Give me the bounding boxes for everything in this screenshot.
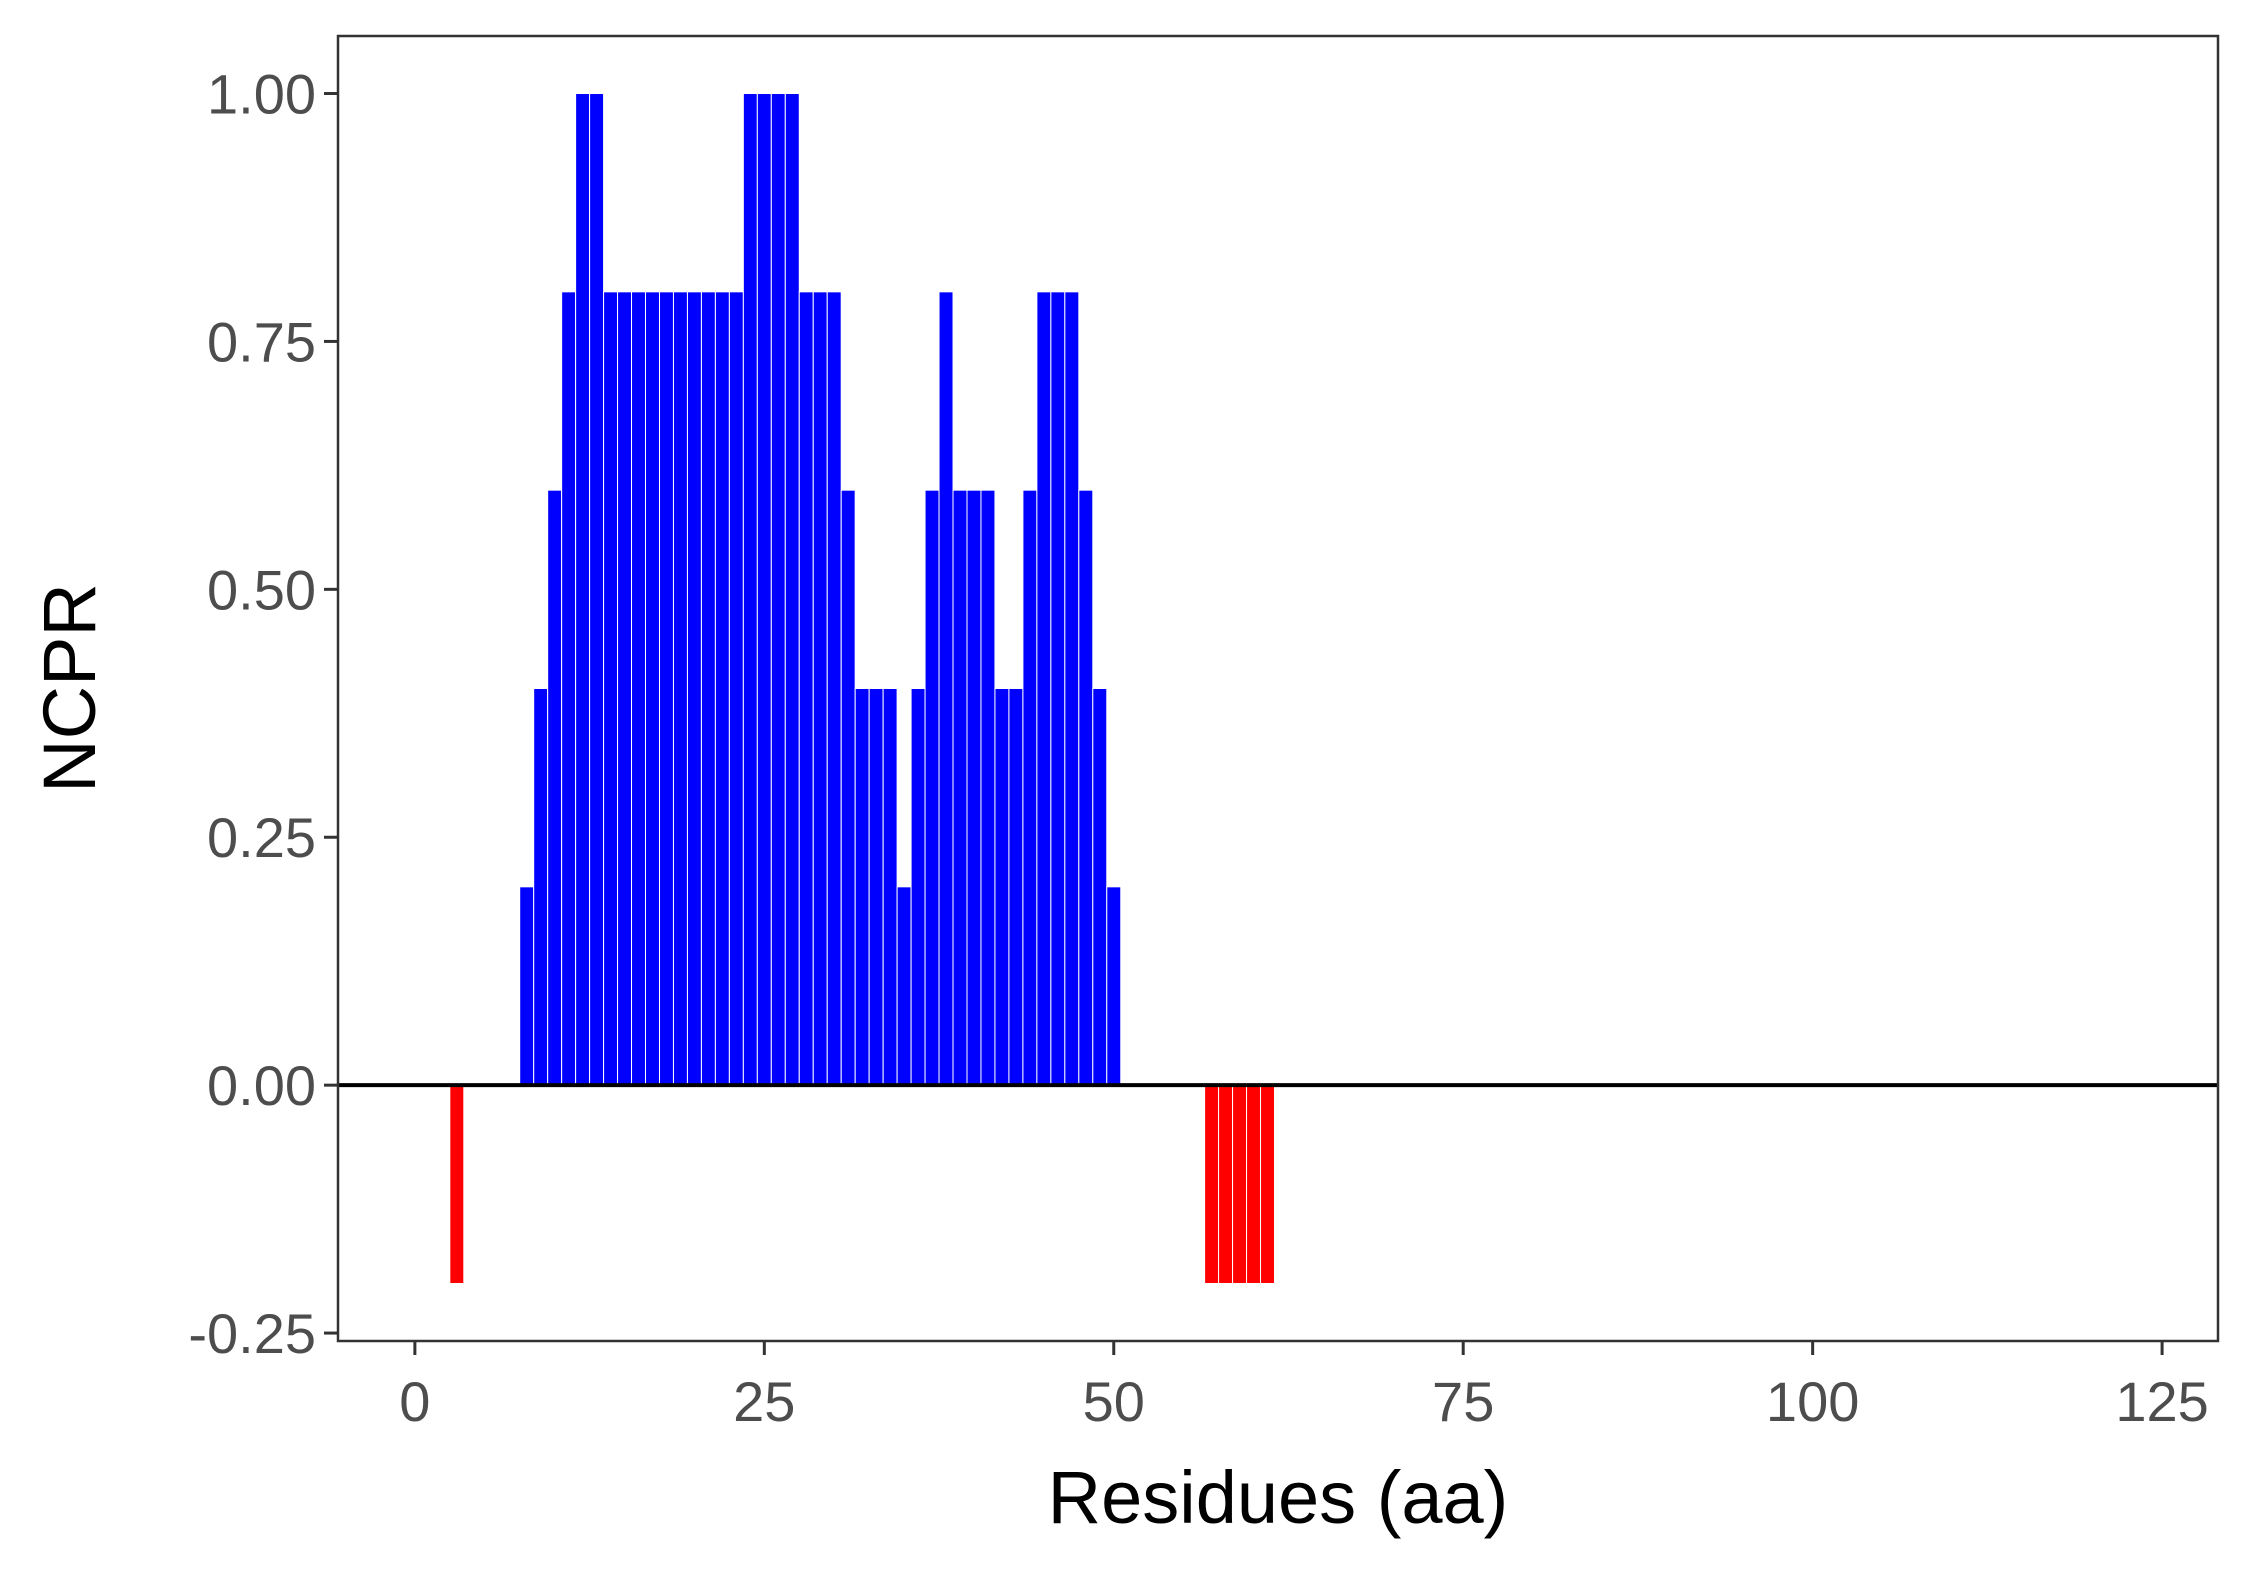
bar-residue-3 xyxy=(449,1084,465,1284)
bar-residue-32 xyxy=(854,688,870,1086)
bar-residue-40 xyxy=(966,489,982,1086)
bar-residue-11 xyxy=(561,291,577,1086)
bar-residue-50 xyxy=(1106,886,1122,1086)
y-tick-label: 0.75 xyxy=(207,310,316,373)
bar-residue-12 xyxy=(575,93,591,1086)
x-tick-label: 100 xyxy=(1766,1370,1859,1433)
bar-residue-30 xyxy=(826,291,842,1086)
bar-residue-29 xyxy=(812,291,828,1086)
bar-residue-19 xyxy=(672,291,688,1086)
bar-residue-13 xyxy=(589,93,605,1086)
y-tick-label: 1.00 xyxy=(207,63,316,126)
bar-residue-39 xyxy=(952,489,968,1086)
bar-residue-37 xyxy=(924,489,940,1086)
bar-residue-43 xyxy=(1008,688,1024,1086)
bar-residue-20 xyxy=(686,291,702,1086)
y-tick-label: 0.25 xyxy=(207,806,316,869)
bar-residue-8 xyxy=(519,886,535,1086)
bar-residue-9 xyxy=(533,688,549,1086)
bar-residue-46 xyxy=(1050,291,1066,1086)
bar-residue-18 xyxy=(658,291,674,1086)
bar-residue-49 xyxy=(1092,688,1108,1086)
x-tick-label: 125 xyxy=(2115,1370,2208,1433)
bar-residue-57 xyxy=(1204,1084,1220,1284)
bar-residue-60 xyxy=(1246,1084,1262,1284)
bar-residue-45 xyxy=(1036,291,1052,1086)
bar-residue-47 xyxy=(1064,291,1080,1086)
bars-group xyxy=(449,93,1276,1284)
bar-residue-42 xyxy=(994,688,1010,1086)
bar-residue-26 xyxy=(770,93,786,1086)
bar-residue-36 xyxy=(910,688,926,1086)
bar-residue-28 xyxy=(798,291,814,1086)
x-tick-label: 75 xyxy=(1432,1370,1494,1433)
y-tick-label: 0.00 xyxy=(207,1054,316,1117)
x-axis-title: Residues (aa) xyxy=(1048,1456,1509,1539)
bar-residue-24 xyxy=(742,93,758,1086)
y-axis: -0.25 0.00 0.25 0.50 0.75 1.00 xyxy=(188,63,338,1365)
y-axis-title: NCPR xyxy=(28,583,111,793)
x-tick-label: 25 xyxy=(733,1370,795,1433)
bar-residue-58 xyxy=(1218,1084,1234,1284)
bar-residue-15 xyxy=(617,291,633,1086)
y-tick-label: -0.25 xyxy=(188,1302,316,1365)
bar-residue-35 xyxy=(896,886,912,1086)
bar-residue-21 xyxy=(700,291,716,1086)
bar-residue-33 xyxy=(868,688,884,1086)
bar-residue-59 xyxy=(1232,1084,1248,1284)
bar-residue-44 xyxy=(1022,489,1038,1086)
bar-residue-41 xyxy=(980,489,996,1086)
x-axis: 0 25 50 75 100 125 xyxy=(399,1341,2209,1433)
bar-residue-14 xyxy=(603,291,619,1086)
bar-residue-27 xyxy=(784,93,800,1086)
x-tick-label: 50 xyxy=(1083,1370,1145,1433)
bar-residue-23 xyxy=(728,291,744,1086)
bar-residue-10 xyxy=(547,489,563,1086)
plot-frame xyxy=(336,34,2220,1343)
x-tick-label: 0 xyxy=(399,1370,430,1433)
bar-residue-17 xyxy=(645,291,660,1086)
bar-residue-61 xyxy=(1260,1084,1276,1284)
bar-residue-16 xyxy=(631,291,647,1086)
y-tick-label: 0.50 xyxy=(207,558,316,621)
bar-residue-22 xyxy=(714,291,730,1086)
bar-residue-34 xyxy=(882,688,898,1086)
bar-residue-38 xyxy=(938,291,954,1086)
bar-residue-25 xyxy=(756,93,772,1086)
bar-residue-31 xyxy=(840,489,856,1086)
bar-residue-48 xyxy=(1078,489,1094,1086)
